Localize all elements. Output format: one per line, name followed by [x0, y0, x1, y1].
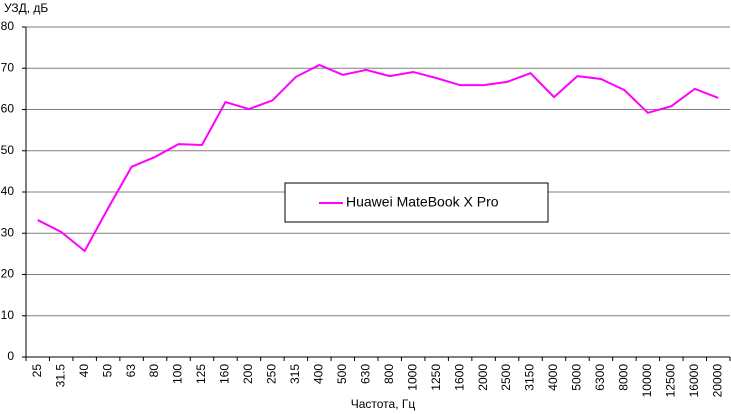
- x-axis-label: Частота, Гц: [351, 397, 416, 411]
- x-tick-label: 40: [77, 364, 91, 378]
- x-tick-label: 100: [171, 364, 185, 384]
- x-tick-label: 2000: [476, 364, 490, 391]
- x-tick-label: 400: [312, 364, 326, 384]
- y-tick-label: 0: [7, 349, 14, 363]
- x-tick-label: 800: [382, 364, 396, 384]
- y-tick-label: 50: [1, 143, 15, 157]
- x-tick-label: 80: [147, 364, 161, 378]
- x-tick-label: 5000: [570, 364, 584, 391]
- x-tick-label: 31.5: [53, 364, 67, 388]
- line: [37, 63, 719, 253]
- y-tick-label: 60: [1, 102, 15, 116]
- y-axis-label: УЗД, дБ: [4, 1, 48, 15]
- x-tick-label: 125: [194, 364, 208, 384]
- y-tick-label: 20: [1, 267, 15, 281]
- x-tick-label: 160: [218, 364, 232, 384]
- x-tick-label: 1600: [452, 364, 466, 391]
- x-tick-label: 2500: [499, 364, 513, 391]
- y-tick-label: 80: [1, 19, 15, 33]
- x-tick-label: 16000: [687, 364, 701, 398]
- x-tick-label: 25: [30, 364, 44, 378]
- y-tick-label: 10: [1, 308, 15, 322]
- x-tick-label: 500: [335, 364, 349, 384]
- x-tick-label: 1000: [405, 364, 419, 391]
- x-tick-label: 20000: [710, 364, 724, 398]
- x-tick-label: 3150: [523, 364, 537, 391]
- y-tick-label: 70: [1, 60, 15, 74]
- x-tick-label: 1250: [429, 364, 443, 391]
- x-tick-label: 12500: [664, 364, 678, 398]
- x-tick-label: 6300: [593, 364, 607, 391]
- x-tick-label: 315: [288, 364, 302, 384]
- x-tick-label: 50: [100, 364, 114, 378]
- x-tick-label: 63: [124, 364, 138, 378]
- x-tick-label: 250: [265, 364, 279, 384]
- x-tick-label: 200: [241, 364, 255, 384]
- x-tick-label: 4000: [546, 364, 560, 391]
- y-tick-label: 40: [1, 184, 15, 198]
- y-tick-label: 30: [1, 225, 15, 239]
- x-tick-label: 10000: [640, 364, 654, 398]
- x-tick-label: 8000: [617, 364, 631, 391]
- legend-label: Huawei MateBook X Pro: [346, 194, 499, 210]
- x-tick-label: 630: [358, 364, 372, 384]
